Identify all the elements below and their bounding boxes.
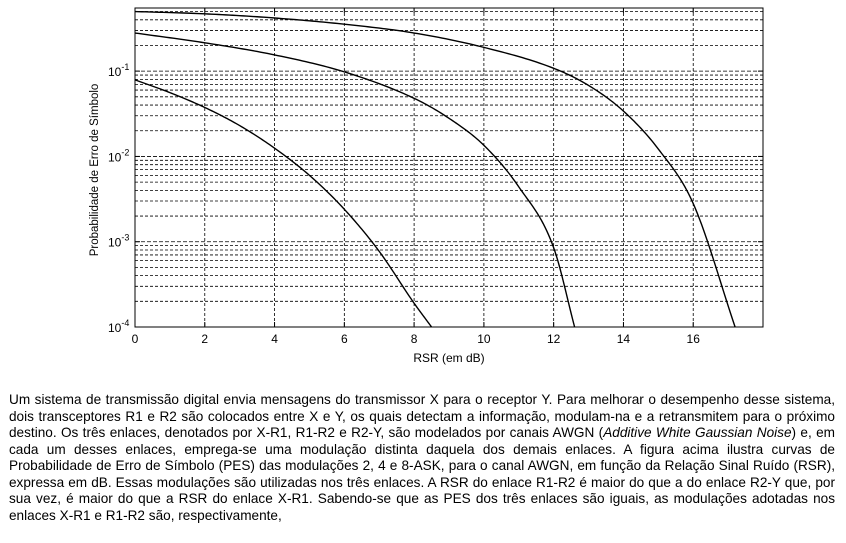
pes-chart: 0 2 4 6 8 10 12 14 16 10-1 10-2 10-3 10-4 RSR (em d… xyxy=(89,7,764,365)
x-tick-label: 12 xyxy=(547,332,561,346)
pes-curve-1 xyxy=(134,79,433,328)
chart-ticks xyxy=(134,8,763,328)
x-tick-label: 6 xyxy=(341,332,348,346)
paragraph-text-1: Um sistema de transmissão digital envia … xyxy=(9,392,835,440)
question-paragraph: Um sistema de transmissão digital envia … xyxy=(9,392,835,524)
x-tick-label: 10 xyxy=(477,332,491,346)
chart-grid xyxy=(135,8,763,327)
paragraph-italic-term: Additive White Gaussian Noise xyxy=(603,425,792,440)
pes-curve-2 xyxy=(134,32,576,328)
x-axis-label: RSR (em dB) xyxy=(413,351,484,365)
x-tick-label: 14 xyxy=(617,332,631,346)
plot-frame xyxy=(134,7,764,328)
y-tick-label: 10-3 xyxy=(108,233,129,250)
chart-curves xyxy=(134,10,736,328)
pes-curve-3 xyxy=(134,10,736,328)
paragraph-text-2: ) e, em cada um desses enlaces, emprega-… xyxy=(9,425,835,523)
x-tick-label: 2 xyxy=(201,332,208,346)
y-axis-label: Probabilidade de Erro de Símbolo xyxy=(89,84,101,257)
x-tick-label: 8 xyxy=(411,332,418,346)
y-tick-label: 10-2 xyxy=(108,147,129,164)
y-tick-label: 10-1 xyxy=(108,62,129,79)
x-tick-label: 4 xyxy=(271,332,278,346)
x-tick-label: 0 xyxy=(132,332,139,346)
y-tick-labels: 10-1 10-2 10-3 10-4 xyxy=(108,62,129,335)
y-tick-label: 10-4 xyxy=(108,318,129,335)
x-tick-labels: 0 2 4 6 8 10 12 14 16 xyxy=(132,332,701,346)
x-tick-label: 16 xyxy=(687,332,701,346)
